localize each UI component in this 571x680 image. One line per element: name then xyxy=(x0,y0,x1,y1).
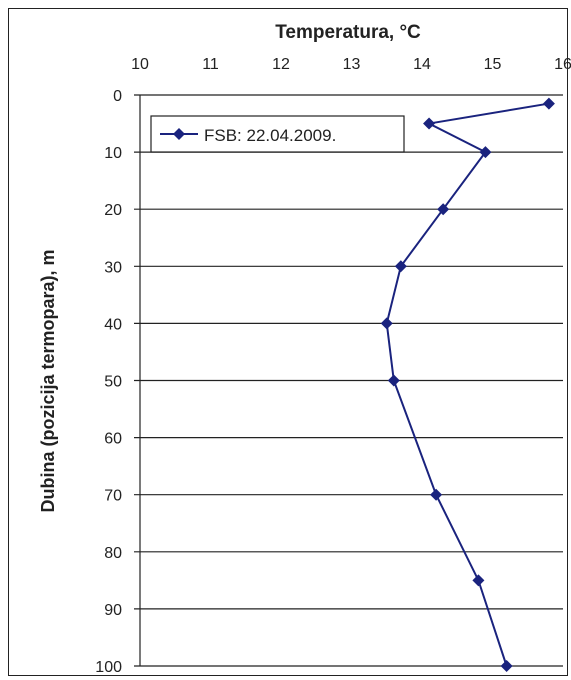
legend-label: FSB: 22.04.2009. xyxy=(204,126,336,145)
data-point-8 xyxy=(472,574,485,587)
y-tick-label-70: 70 xyxy=(104,488,122,505)
series-fsb xyxy=(380,97,555,672)
data-point-7 xyxy=(430,488,443,501)
x-axis-tick-labels: 10 11 12 13 14 15 16 xyxy=(131,56,571,73)
data-point-0 xyxy=(542,97,555,110)
x-tick-label-16: 16 xyxy=(554,56,571,73)
y-tick-label-30: 30 xyxy=(104,259,122,276)
chart-title: Temperatura, °C xyxy=(275,22,421,43)
data-point-2 xyxy=(479,146,492,159)
data-point-6 xyxy=(387,374,400,387)
gridlines xyxy=(134,94,563,667)
data-point-5 xyxy=(380,317,393,330)
y-axis-tick-labels: 0 10 20 30 40 50 60 70 80 90 100 xyxy=(95,88,122,676)
x-tick-label-13: 13 xyxy=(343,56,361,73)
x-tick-label-10: 10 xyxy=(131,56,149,73)
data-point-4 xyxy=(394,260,407,273)
data-point-9 xyxy=(500,660,513,672)
y-tick-label-80: 80 xyxy=(104,545,122,562)
y-tick-label-90: 90 xyxy=(104,602,122,619)
data-point-3 xyxy=(437,203,450,216)
x-tick-label-14: 14 xyxy=(413,56,431,73)
legend-marker-diamond xyxy=(173,128,185,140)
y-tick-label-10: 10 xyxy=(104,145,122,162)
x-tick-label-11: 11 xyxy=(202,56,219,73)
series-line xyxy=(385,102,550,667)
y-tick-label-60: 60 xyxy=(104,431,122,448)
legend: FSB: 22.04.2009. xyxy=(150,115,405,153)
y-axis-label: Dubina (pozicija termopara), m xyxy=(38,249,58,512)
data-point-1 xyxy=(423,117,436,130)
y-tick-label-50: 50 xyxy=(104,374,122,391)
y-tick-label-40: 40 xyxy=(104,316,122,333)
y-tick-label-20: 20 xyxy=(104,202,122,219)
y-tick-label-0: 0 xyxy=(113,88,122,105)
x-tick-label-12: 12 xyxy=(272,56,290,73)
y-tick-label-100: 100 xyxy=(95,659,122,676)
x-tick-label-15: 15 xyxy=(484,56,502,73)
